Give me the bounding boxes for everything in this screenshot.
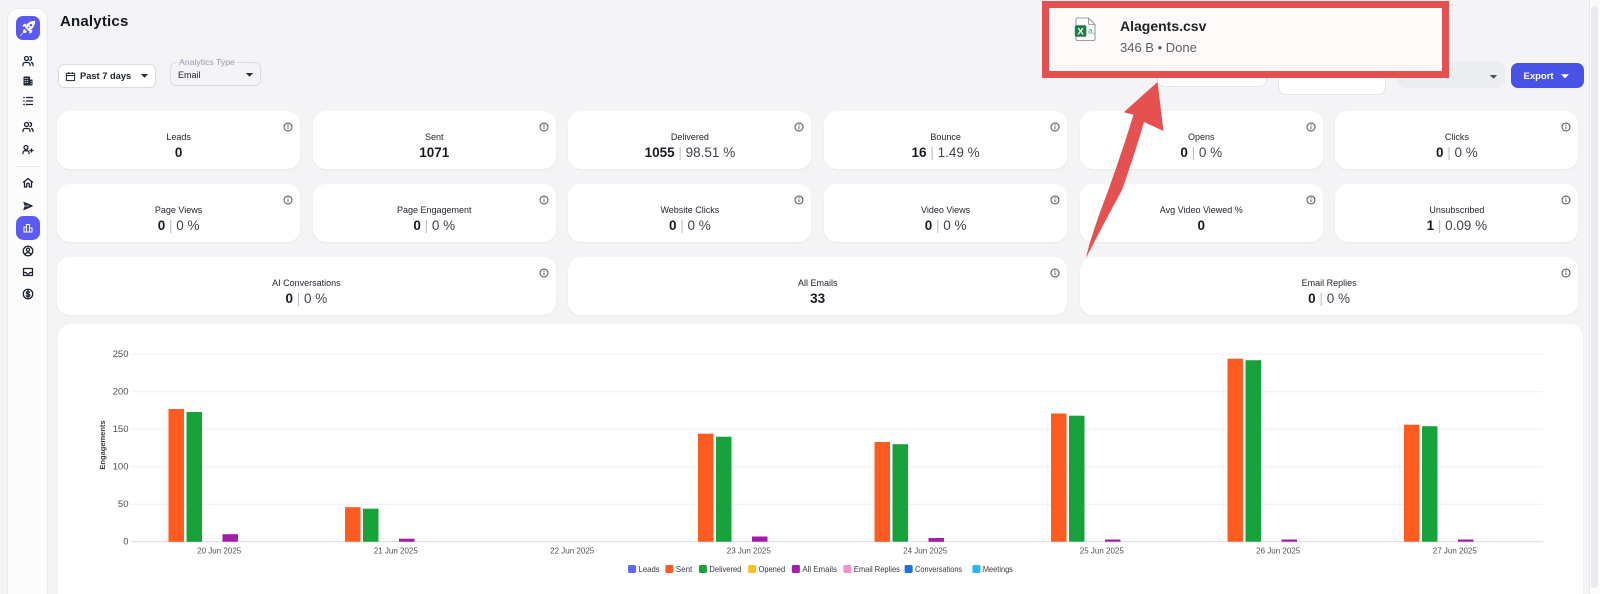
svg-text:50: 50 [118,499,129,510]
svg-text:Sent: Sent [676,564,693,574]
svg-text:26 Jun 2025: 26 Jun 2025 [1256,547,1301,556]
svg-text:250: 250 [113,349,129,360]
svg-text:Leads: Leads [639,564,660,574]
svg-text:Engagements: Engagements [98,420,107,469]
svg-text:23 Jun 2025: 23 Jun 2025 [727,547,772,556]
svg-text:200: 200 [113,387,129,398]
svg-text:25 Jun 2025: 25 Jun 2025 [1080,547,1125,556]
svg-text:100: 100 [113,462,129,473]
svg-text:X: X [1077,26,1084,37]
svg-text:24 Jun 2025: 24 Jun 2025 [903,547,948,556]
svg-text:150: 150 [113,424,129,435]
svg-text:21 Jun 2025: 21 Jun 2025 [374,547,419,556]
svg-text:27 Jun 2025: 27 Jun 2025 [1433,547,1478,556]
svg-text:0: 0 [123,537,128,548]
svg-text:All Emails: All Emails [802,564,837,574]
svg-text:Meetings: Meetings [983,564,1013,574]
svg-text:a,: a, [1088,26,1095,36]
svg-text:22 Jun 2025: 22 Jun 2025 [550,547,595,556]
svg-text:Opened: Opened [759,564,786,574]
svg-text:Conversations: Conversations [915,564,962,574]
svg-text:Delivered: Delivered [709,564,741,574]
svg-text:Email Replies: Email Replies [854,564,900,574]
svg-text:20 Jun 2025: 20 Jun 2025 [197,547,242,556]
